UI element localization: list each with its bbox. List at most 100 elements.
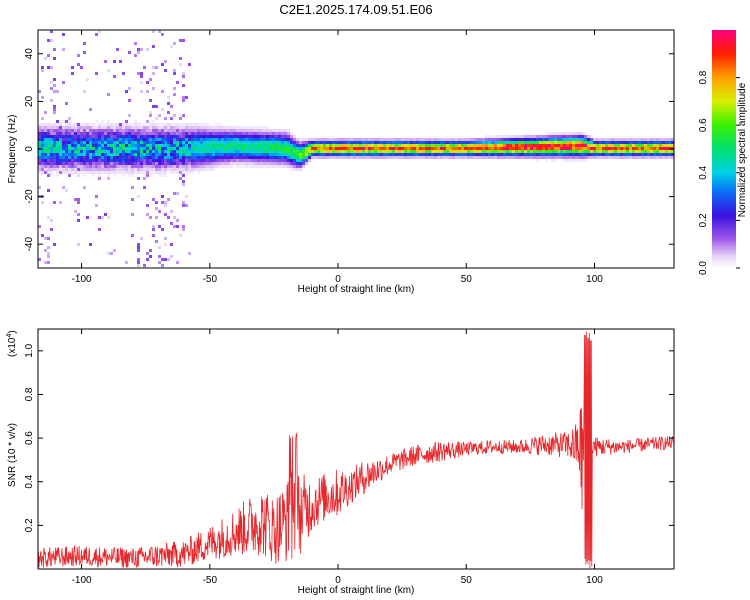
spectrogram-cell bbox=[437, 153, 440, 156]
spectrogram-cell bbox=[125, 129, 128, 132]
spectrogram-cell bbox=[368, 156, 371, 159]
spectrogram-cell bbox=[164, 174, 167, 177]
spectrogram-cell bbox=[302, 156, 305, 159]
spectrogram-cell bbox=[551, 144, 554, 147]
spectrogram-cell bbox=[290, 159, 293, 162]
colorbar-ticks: 0.00.20.40.60.8 bbox=[698, 70, 740, 275]
spectrogram-cell bbox=[98, 168, 101, 171]
spectrogram-cell bbox=[314, 156, 317, 159]
spectrogram-cell bbox=[584, 141, 587, 144]
spectrogram-cell bbox=[68, 120, 71, 123]
spectrogram-cell bbox=[488, 135, 491, 138]
spectrogram-cell bbox=[98, 135, 101, 138]
spectrogram-cell bbox=[524, 150, 527, 153]
spectrogram-cell bbox=[215, 162, 218, 165]
spectrogram-cell bbox=[83, 186, 86, 189]
spectrogram-cell bbox=[239, 141, 242, 144]
spectrogram-cell bbox=[236, 144, 239, 147]
spectrogram-cell bbox=[104, 159, 107, 162]
spectrogram-cell bbox=[233, 129, 236, 132]
spectrogram-cell bbox=[62, 33, 65, 36]
spectrogram-cell bbox=[566, 156, 569, 159]
spectrogram-cell bbox=[107, 120, 110, 123]
spectrogram-cell bbox=[332, 150, 335, 153]
spectrogram-cell bbox=[131, 132, 134, 135]
spectrogram-cell bbox=[554, 150, 557, 153]
spectrogram-cell bbox=[170, 162, 173, 165]
spectrogram-cell bbox=[89, 156, 92, 159]
spectrogram-cell bbox=[614, 144, 617, 147]
spectrogram-cell bbox=[119, 141, 122, 144]
spectrogram-cell bbox=[548, 132, 551, 135]
spectrogram-cell bbox=[134, 150, 137, 153]
spectrogram-cell bbox=[62, 162, 65, 165]
spectrogram-cell bbox=[413, 153, 416, 156]
spectrogram-cell bbox=[281, 165, 284, 168]
spectrogram-cell bbox=[131, 150, 134, 153]
spectrogram-cell bbox=[233, 153, 236, 156]
spectrogram-cell bbox=[209, 141, 212, 144]
spectrogram-cell bbox=[71, 156, 74, 159]
spectrogram-cell bbox=[329, 138, 332, 141]
spectrogram-cell bbox=[224, 153, 227, 156]
spectrogram-cell bbox=[80, 129, 83, 132]
spectrogram-cells bbox=[38, 30, 674, 267]
spectrogram-cell bbox=[173, 123, 176, 126]
spectrogram-cell bbox=[377, 144, 380, 147]
spectrogram-cell bbox=[503, 138, 506, 141]
spectrogram-cell bbox=[245, 129, 248, 132]
spectrogram-cell bbox=[257, 153, 260, 156]
spectrogram-cell bbox=[179, 171, 182, 174]
spectrogram-cell bbox=[125, 153, 128, 156]
spectrogram-cell bbox=[134, 156, 137, 159]
spectrogram-cell bbox=[56, 135, 59, 138]
spectrogram-cell bbox=[140, 141, 143, 144]
spectrogram-cell bbox=[569, 132, 572, 135]
spectrogram-cell bbox=[554, 156, 557, 159]
spectrogram-cell bbox=[119, 147, 122, 150]
spectrogram-cell bbox=[86, 159, 89, 162]
spectrogram-cell bbox=[71, 123, 74, 126]
spectrogram-cell bbox=[224, 162, 227, 165]
spectrogram-cell bbox=[125, 168, 128, 171]
spectrogram-cell bbox=[638, 147, 641, 150]
spectrogram-cell bbox=[464, 147, 467, 150]
spectrogram-cell bbox=[95, 195, 98, 198]
spectrogram-cell bbox=[170, 243, 173, 246]
spectrogram-cell bbox=[230, 126, 233, 129]
spectrogram-cell bbox=[50, 81, 53, 84]
spectrogram-cell bbox=[170, 144, 173, 147]
spectrogram-cell bbox=[248, 147, 251, 150]
spectrogram-cell bbox=[68, 129, 71, 132]
spectrogram-cell bbox=[41, 153, 44, 156]
spectrogram-cell bbox=[332, 144, 335, 147]
spectrogram-cell bbox=[245, 159, 248, 162]
spectrogram-cell bbox=[161, 168, 164, 171]
spectrogram-cell bbox=[191, 159, 194, 162]
spectrogram-cell bbox=[161, 135, 164, 138]
spectrogram-cell bbox=[80, 138, 83, 141]
spectrogram-cell bbox=[173, 132, 176, 135]
spectrogram-cell bbox=[290, 165, 293, 168]
spectrogram-cell bbox=[167, 150, 170, 153]
spectrogram-cell bbox=[260, 147, 263, 150]
spectrogram-cell bbox=[68, 165, 71, 168]
spectrogram-cell bbox=[110, 144, 113, 147]
spectrogram-cell bbox=[212, 141, 215, 144]
spectrogram-cell bbox=[161, 108, 164, 111]
spectrogram-cell bbox=[56, 132, 59, 135]
spectrogram-cell bbox=[164, 117, 167, 120]
spectrogram-cell bbox=[485, 138, 488, 141]
spectrogram-cell bbox=[443, 153, 446, 156]
spectrogram-cell bbox=[575, 159, 578, 162]
spectrogram-cell bbox=[104, 168, 107, 171]
spectrogram-cell bbox=[239, 126, 242, 129]
spectrogram-cell bbox=[545, 132, 548, 135]
spectrogram-cell bbox=[44, 165, 47, 168]
spectrogram-cell bbox=[140, 147, 143, 150]
spectrogram-cell bbox=[263, 159, 266, 162]
spectrogram-cell bbox=[86, 150, 89, 153]
spectrogram-cell bbox=[467, 153, 470, 156]
spectrogram-cell bbox=[110, 135, 113, 138]
spectrogram-cell bbox=[65, 168, 68, 171]
